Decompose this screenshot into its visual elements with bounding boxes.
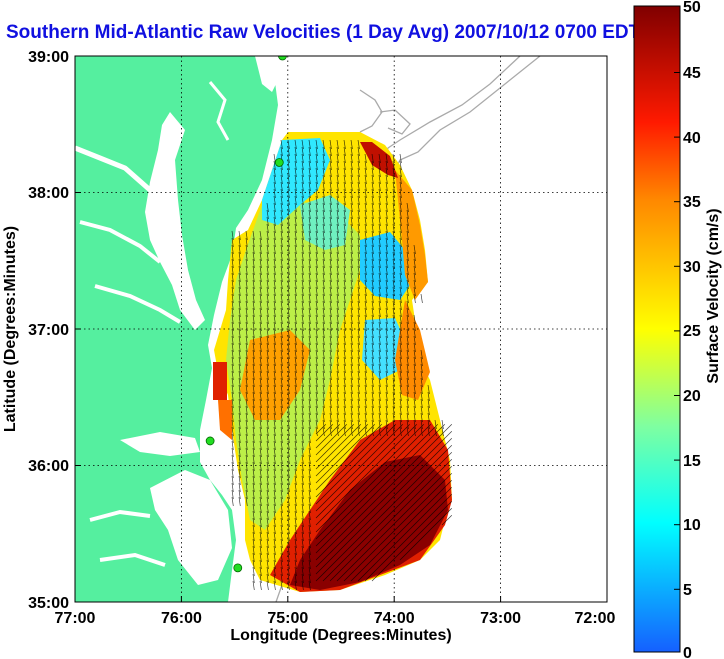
station-markers [205,56,287,573]
y-tick-label: 38:00 [28,185,69,202]
velocity-vectors [231,139,453,591]
colorbar-tick-label: 45 [683,65,701,82]
contour-4 [379,109,411,135]
river-1 [75,145,152,192]
colorbar-ticks [674,72,680,590]
river-6 [99,552,166,567]
velocity-region-ne-red [360,142,398,178]
contour-1 [391,56,541,177]
x-tick-label: 73:00 [480,610,521,627]
x-axis-label: Longitude (Degrees:Minutes) [230,627,451,644]
map-title: Southern Mid-Atlantic Raw Velocities (1 … [6,22,636,43]
colorbar-tick-label: 0 [683,645,692,659]
y-tick-label: 39:00 [28,49,69,66]
velocity-region-coast-orange [218,400,232,440]
colorbar-tick-label: 40 [683,130,701,147]
y-axis-label: Latitude (Degrees:Minutes) [2,226,19,432]
station-marker [274,158,284,167]
chesapeake-bay [145,112,205,330]
colorbar-label: Surface Velocity (cm/s) [705,208,722,383]
velocity-field [213,132,453,592]
colorbar-tick-label: 50 [683,0,701,16]
station-marker [278,56,287,61]
station-marker [205,436,215,446]
colorbar-tick-label: 5 [683,582,692,599]
x-tick-label: 72:00 [575,610,616,627]
colorbar-tick-label: 10 [683,517,701,534]
velocity-region-orange-3 [395,300,430,400]
x-tick-label: 74:00 [374,610,415,627]
river-2 [79,220,162,264]
colorbar-tick-label: 35 [683,194,701,211]
x-tick-label: 76:00 [161,610,202,627]
y-tick-label: 36:00 [28,458,69,475]
x-tick-label: 75:00 [267,610,308,627]
colorbar-tick-label: 15 [683,453,701,470]
contour-2 [379,56,521,169]
y-tick-label: 35:00 [28,595,69,612]
river-4 [208,81,230,141]
y-tick-label: 37:00 [28,322,69,339]
pamlico-sound [150,470,232,585]
colorbar-tick-label: 30 [683,259,701,276]
river-5 [89,509,151,522]
velocity-region-orange-2 [395,170,428,300]
grid-lines [75,56,607,602]
river-3 [94,284,182,324]
colorbar-tick-label: 20 [683,388,701,405]
x-tick-label: 77:00 [55,610,96,627]
vector-arrows [231,139,453,591]
albemarle-sound [120,432,200,456]
velocity-region-coast-red [213,362,227,400]
delaware-bay [255,56,282,92]
velocity-region-orange-1 [240,330,310,420]
colorbar-tick-label: 25 [683,323,701,340]
colorbar [633,5,681,653]
tick-marks [75,192,502,602]
station-marker [233,563,243,573]
